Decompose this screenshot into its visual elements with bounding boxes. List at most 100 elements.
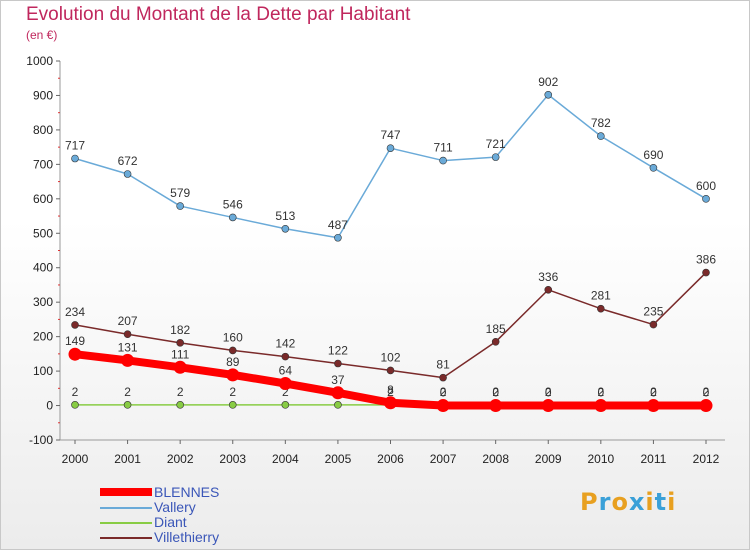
data-point-diant — [176, 401, 184, 409]
data-point-diant — [71, 401, 79, 409]
data-label-villethierry: 386 — [696, 253, 716, 267]
legend-swatch-vallery — [100, 507, 152, 509]
data-point-villethierry — [702, 268, 710, 277]
x-tick-label: 2004 — [272, 452, 299, 466]
legend-item-diant: Diant — [100, 514, 320, 530]
data-point-villethierry — [228, 346, 237, 355]
legend-swatch-diant — [100, 522, 152, 524]
legend-swatch-villethierry — [100, 537, 152, 539]
x-tick-label: 2002 — [167, 452, 194, 466]
data-point-vallery — [228, 213, 237, 222]
y-tick-label: 100 — [33, 364, 53, 378]
data-label-vallery: 747 — [380, 128, 400, 142]
data-point-villethierry — [597, 304, 605, 313]
data-point-blennes — [489, 399, 503, 413]
data-label-blennes: 89 — [226, 355, 240, 369]
data-label-villethierry: 234 — [65, 305, 85, 319]
data-label-diant: 2 — [545, 385, 552, 399]
data-point-diant — [334, 401, 342, 409]
x-tick-label: 2007 — [430, 452, 457, 466]
y-tick-label: 500 — [33, 226, 53, 240]
data-label-blennes: 0 — [597, 386, 604, 400]
x-tick-label: 2012 — [693, 452, 720, 466]
data-label-blennes: 37 — [331, 373, 345, 387]
x-tick-label: 2005 — [325, 452, 352, 466]
data-label-diant: 2 — [387, 385, 394, 399]
data-label-diant: 2 — [72, 385, 79, 399]
data-label-vallery: 513 — [275, 209, 295, 223]
data-point-blennes — [541, 399, 555, 413]
data-label-blennes: 0 — [545, 386, 552, 400]
data-point-blennes — [699, 399, 713, 413]
x-tick-label: 2010 — [587, 452, 614, 466]
data-label-villethierry: 122 — [328, 344, 348, 358]
y-tick-label: 200 — [33, 330, 53, 344]
data-point-villethierry — [71, 321, 79, 329]
data-label-diant: 2 — [440, 385, 447, 399]
data-label-villethierry: 81 — [436, 358, 450, 372]
data-point-vallery — [439, 156, 447, 165]
data-label-vallery: 546 — [223, 197, 243, 211]
data-point-vallery — [649, 164, 658, 172]
x-tick-label: 2009 — [535, 452, 562, 466]
data-label-villethierry: 336 — [538, 270, 558, 284]
data-label-villethierry: 281 — [591, 289, 611, 303]
legend-item-vallery: Vallery — [100, 499, 320, 515]
data-point-villethierry — [649, 320, 658, 329]
data-label-diant: 2 — [703, 385, 710, 399]
data-point-blennes — [331, 386, 345, 400]
data-point-blennes — [226, 368, 240, 382]
y-tick-label: 300 — [33, 295, 53, 309]
data-label-vallery: 690 — [643, 148, 663, 162]
y-tick-label: -100 — [29, 433, 53, 447]
legend-label-blennes: BLENNES — [154, 484, 220, 500]
data-label-vallery: 579 — [170, 186, 190, 200]
data-label-blennes: 111 — [171, 347, 190, 361]
y-tick-label: 700 — [33, 157, 53, 171]
data-label-blennes: 8 — [387, 383, 394, 397]
data-label-villethierry: 235 — [643, 305, 663, 319]
data-label-vallery: 600 — [696, 179, 716, 193]
legend-item-blennes: BLENNES — [100, 484, 320, 500]
data-label-blennes: 0 — [650, 386, 657, 400]
data-point-vallery — [597, 132, 605, 140]
data-point-vallery — [176, 202, 184, 210]
data-point-vallery — [491, 153, 500, 161]
data-point-blennes — [68, 347, 82, 361]
legend-label-villethierry: Villethierry — [154, 529, 220, 545]
y-tick-label: 400 — [33, 261, 53, 275]
chart-subtitle: (en €) — [26, 28, 58, 42]
data-label-vallery: 711 — [434, 141, 453, 155]
data-label-vallery: 782 — [591, 116, 611, 130]
data-label-vallery: 672 — [118, 154, 138, 168]
data-point-blennes — [278, 376, 292, 390]
y-tick-label: 800 — [33, 123, 53, 137]
legend: BLENNES Vallery Diant Villethierry — [100, 484, 320, 545]
data-label-diant: 2 — [124, 385, 131, 399]
data-point-vallery — [544, 90, 553, 99]
data-label-diant: 2 — [650, 385, 657, 399]
data-label-villethierry: 142 — [275, 337, 295, 351]
data-label-blennes: 64 — [279, 363, 293, 377]
data-label-blennes: 0 — [440, 386, 447, 400]
data-label-diant: 2 — [597, 385, 604, 399]
data-point-diant — [123, 401, 132, 409]
x-tick-label: 2001 — [114, 452, 141, 466]
x-tick-label: 2011 — [641, 452, 667, 466]
x-tick-label: 2000 — [62, 452, 89, 466]
data-label-blennes: 149 — [65, 334, 85, 348]
proxiti-logo: Proxiti — [580, 488, 677, 516]
data-point-vallery — [702, 195, 710, 203]
data-point-blennes — [121, 353, 135, 367]
data-label-vallery: 902 — [538, 75, 558, 89]
x-tick-label: 2003 — [219, 452, 246, 466]
data-label-diant: 2 — [282, 385, 289, 399]
y-tick-label: 600 — [33, 192, 53, 206]
data-label-villethierry: 182 — [170, 323, 190, 337]
series-line-vallery — [74, 94, 707, 239]
data-point-diant — [281, 401, 290, 409]
data-label-diant: 2 — [177, 385, 184, 399]
data-point-villethierry — [176, 339, 184, 347]
data-point-villethierry — [334, 359, 342, 368]
